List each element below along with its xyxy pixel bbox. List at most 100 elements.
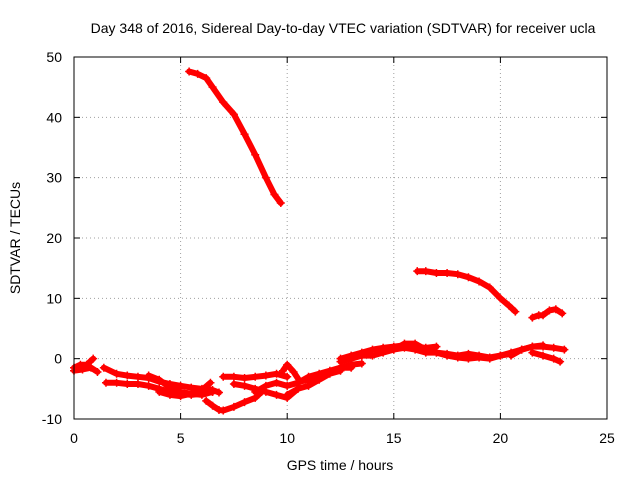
data-point — [144, 381, 153, 390]
y-axis-label: SDTVAR / TECUs — [7, 182, 23, 294]
data-point — [197, 386, 206, 395]
data-point — [464, 354, 473, 363]
data-point — [347, 363, 356, 372]
series-track-b — [413, 267, 520, 316]
data-point — [229, 110, 238, 119]
data-point — [261, 381, 270, 390]
data-point — [165, 390, 174, 399]
data-point — [89, 354, 98, 363]
data-point — [379, 348, 388, 357]
data-point — [551, 305, 560, 314]
data-point — [368, 351, 377, 360]
grid-lines — [74, 57, 607, 419]
x-tick-label: 20 — [493, 430, 509, 446]
data-point — [511, 307, 520, 316]
data-point — [453, 353, 462, 362]
data-point — [315, 375, 324, 384]
y-tick-label: 10 — [46, 290, 62, 306]
data-point — [272, 390, 281, 399]
data-point — [475, 353, 484, 362]
x-tick-label: 25 — [599, 430, 615, 446]
data-point — [99, 363, 108, 372]
data-point — [251, 150, 260, 159]
data-point — [144, 371, 153, 380]
data-point — [78, 365, 87, 374]
data-point — [219, 372, 228, 381]
x-tick-label: 5 — [177, 430, 185, 446]
data-point — [133, 380, 142, 389]
data-point — [251, 387, 260, 396]
data-point — [283, 390, 292, 399]
data-point — [229, 380, 238, 389]
series-line — [529, 349, 564, 365]
data-point — [528, 348, 537, 357]
data-point — [219, 98, 228, 107]
data-point — [432, 348, 441, 357]
data-point — [453, 270, 462, 279]
y-tick-label: 40 — [46, 109, 62, 125]
series-line — [71, 364, 101, 375]
data-point — [276, 199, 285, 208]
data-point — [208, 83, 217, 92]
data-point — [411, 339, 420, 348]
data-point — [123, 380, 132, 389]
data-point — [517, 345, 526, 354]
data-point — [155, 375, 164, 384]
y-tick-label: 30 — [46, 170, 62, 186]
data-point — [261, 173, 270, 182]
x-tick-label: 0 — [70, 430, 78, 446]
data-point — [556, 357, 565, 366]
data-point — [283, 372, 292, 381]
data-point — [240, 130, 249, 139]
data-point — [389, 345, 398, 354]
data-point — [187, 389, 196, 398]
y-tick-label: 20 — [46, 230, 62, 246]
series-track-k — [219, 369, 292, 382]
data-point — [93, 367, 102, 376]
data-point — [202, 74, 211, 83]
series-track-o — [283, 366, 345, 399]
data-point — [293, 384, 302, 393]
data-point — [295, 377, 304, 386]
data-point — [208, 387, 217, 396]
chart-title: Day 348 of 2016, Sidereal Day-to-day VTE… — [91, 20, 596, 36]
data-point — [443, 268, 452, 277]
data-point — [272, 378, 281, 387]
data-point — [206, 378, 215, 387]
data-point — [283, 381, 292, 390]
data-point — [278, 366, 287, 375]
data-point — [304, 381, 313, 390]
data-point — [558, 309, 567, 318]
data-point — [443, 351, 452, 360]
data-point — [272, 369, 281, 378]
data-point — [283, 360, 292, 369]
data-point — [325, 369, 334, 378]
x-tick-label: 10 — [279, 430, 295, 446]
data-point — [507, 351, 516, 360]
y-tick-label: 50 — [46, 49, 62, 65]
data-point — [261, 371, 270, 380]
data-series — [70, 67, 569, 415]
data-point — [485, 283, 494, 292]
y-tick-label: -10 — [42, 411, 62, 427]
data-point — [101, 378, 110, 387]
data-point — [496, 351, 505, 360]
data-point — [357, 351, 366, 360]
data-point — [504, 301, 513, 310]
y-tick-label: 0 — [54, 351, 62, 367]
data-point — [336, 357, 345, 366]
data-point — [229, 402, 238, 411]
data-point — [549, 354, 558, 363]
data-point — [165, 383, 174, 392]
data-point — [251, 372, 260, 381]
data-point — [432, 268, 441, 277]
data-point — [475, 277, 484, 286]
data-point — [240, 373, 249, 382]
data-point — [421, 345, 430, 354]
data-point — [464, 273, 473, 282]
data-point — [123, 371, 132, 380]
series-track-s — [507, 342, 569, 360]
data-point — [421, 267, 430, 276]
data-point — [549, 343, 558, 352]
data-point — [112, 378, 121, 387]
